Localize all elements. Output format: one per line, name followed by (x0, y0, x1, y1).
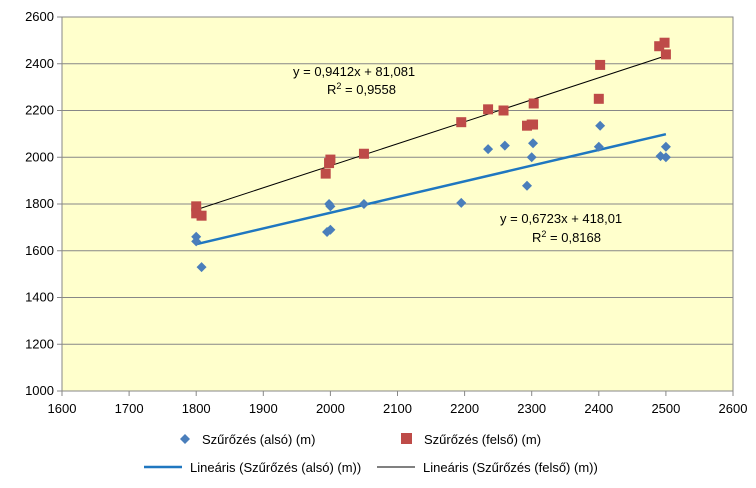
x-tick-label: 2000 (316, 401, 345, 416)
point-upper (191, 201, 202, 212)
y-tick-label: 1400 (25, 290, 54, 305)
x-tick-label: 2300 (517, 401, 546, 416)
point-lower (191, 236, 202, 247)
point-lower (660, 152, 671, 163)
legend-item-trend-lower: Lineáris (Szűrőzés (alsó) (m)) (144, 460, 361, 475)
point-lower (483, 144, 494, 155)
point-lower (456, 197, 467, 208)
point-upper (659, 37, 670, 48)
point-upper (358, 148, 369, 159)
x-tick-label: 2600 (719, 401, 748, 416)
point-upper (191, 208, 202, 219)
trend-lower-r2: R2 = 0,8168 (532, 229, 601, 245)
legend-item-trend-upper: Lineáris (Szűrőzés (felső) (m)) (377, 460, 598, 475)
point-upper (654, 41, 665, 52)
x-tick-label: 1600 (48, 401, 77, 416)
point-upper (498, 105, 509, 116)
y-axis: 1000 1200 1400 1600 1800 2000 2200 2400 2600 (25, 9, 62, 398)
legend-square-marker (401, 433, 412, 444)
point-upper (528, 119, 539, 130)
trend-upper-r2-value: = 0,9558 (341, 82, 396, 97)
x-tick-label: 2200 (450, 401, 479, 416)
point-lower (526, 152, 537, 163)
point-upper (593, 93, 604, 104)
trend-upper-equation: y = 0,9412x + 81,081 (293, 64, 415, 79)
point-lower (593, 141, 604, 152)
x-axis: 1600 1700 1800 1900 2000 2100 2200 2300 2400 2500… (48, 391, 748, 416)
y-tick-label: 2600 (25, 9, 54, 24)
point-lower (522, 180, 533, 191)
point-upper (325, 154, 336, 165)
point-lower (660, 141, 671, 152)
point-upper (196, 210, 207, 221)
x-tick-label: 1900 (249, 401, 278, 416)
trend-lower-equation: y = 0,6723x + 418,01 (500, 211, 622, 226)
y-tick-label: 2400 (25, 56, 54, 71)
y-tick-label: 1000 (25, 383, 54, 398)
y-tick-label: 2000 (25, 149, 54, 164)
x-tick-label: 2400 (584, 401, 613, 416)
trend-lower-r2-superscript: 2 (541, 229, 546, 239)
legend-item-series-lower: Szűrőzés (alsó) (m) (180, 432, 315, 447)
trend-upper-r2: R2 = 0,9558 (327, 81, 396, 97)
trend-lower-r2-prefix: R (532, 230, 541, 245)
point-upper (320, 168, 331, 179)
trend-lower-r2-value: = 0,8168 (546, 230, 601, 245)
point-upper (528, 98, 539, 109)
point-lower (595, 120, 606, 131)
point-lower (196, 262, 207, 273)
point-lower (325, 201, 336, 212)
x-tick-label: 1700 (115, 401, 144, 416)
legend-label-trend-upper: Lineáris (Szűrőzés (felső) (m)) (423, 460, 598, 475)
legend: Szűrőzés (alsó) (m) Szűrőzés (felső) (m)… (144, 432, 598, 475)
y-tick-label: 1600 (25, 243, 54, 258)
trendline-lower (195, 132, 667, 246)
legend-item-series-upper: Szűrőzés (felső) (m) (401, 432, 541, 447)
trendlines (195, 55, 667, 246)
x-tick-label: 1800 (182, 401, 211, 416)
trendline-upper (196, 55, 667, 211)
x-tick-label: 2500 (651, 401, 680, 416)
legend-label-trend-lower: Lineáris (Szűrőzés (alsó) (m)) (190, 460, 361, 475)
point-lower (325, 224, 336, 235)
y-tick-label: 1200 (25, 336, 54, 351)
gridlines (62, 63, 733, 345)
legend-label-series-upper: Szűrőzés (felső) (m) (424, 432, 541, 447)
y-tick-label: 2200 (25, 103, 54, 118)
point-upper (456, 117, 467, 128)
point-upper (483, 104, 494, 115)
point-lower (528, 138, 539, 149)
point-upper (660, 49, 671, 60)
data-points (191, 37, 671, 273)
y-tick-label: 1800 (25, 196, 54, 211)
trend-upper-r2-superscript: 2 (336, 81, 341, 91)
legend-diamond-marker (180, 434, 190, 444)
trend-upper-r2-prefix: R (327, 82, 336, 97)
point-upper (595, 59, 606, 70)
legend-label-series-lower: Szűrőzés (alsó) (m) (202, 432, 315, 447)
point-lower (499, 140, 510, 151)
x-tick-label: 2100 (383, 401, 412, 416)
point-lower (358, 199, 369, 209)
